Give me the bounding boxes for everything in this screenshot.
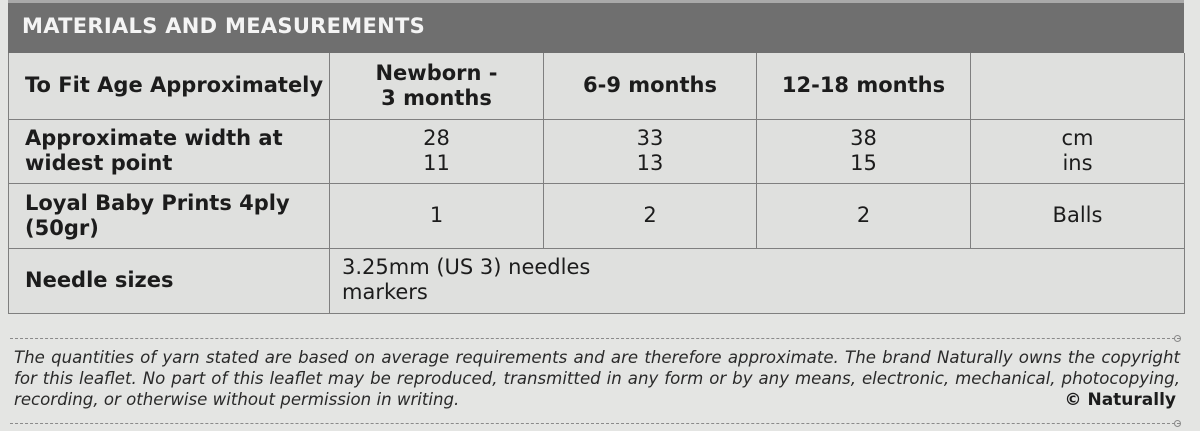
width-ins: 15: [850, 151, 877, 175]
width-value-12-18: 38 15: [756, 118, 971, 184]
table-row-yarn: Loyal Baby Prints 4ply (50gr) 1 2 2 Ball…: [8, 182, 1185, 249]
needle-notions-line: markers: [342, 279, 428, 304]
materials-table: To Fit Age Approximately Newborn - 3 mon…: [8, 53, 1185, 314]
width-units: cm ins: [970, 118, 1185, 184]
dashed-divider-bottom: [10, 423, 1180, 424]
needle-label: Needle sizes: [8, 247, 330, 314]
width-value-newborn: 28 11: [329, 118, 544, 184]
copyright-mark: © Naturally: [1064, 390, 1176, 410]
dashed-divider-end: [1174, 420, 1181, 427]
width-cm: 38: [850, 126, 877, 150]
size-header-6-9: 6-9 months: [543, 53, 757, 120]
age-unit: [970, 53, 1185, 120]
yarn-unit: Balls: [970, 182, 1185, 249]
size-header-12-18: 12-18 months: [756, 53, 971, 120]
section-header: MATERIALS AND MEASUREMENTS: [8, 0, 1184, 53]
width-ins: 11: [423, 151, 450, 175]
table-row-age: To Fit Age Approximately Newborn - 3 mon…: [8, 53, 1185, 120]
width-value-6-9: 33 13: [543, 118, 757, 184]
needle-size-line: 3.25mm (US 3) needles: [342, 254, 591, 279]
needle-details: 3.25mm (US 3) needles markers: [329, 247, 1185, 314]
yarn-label-line: Loyal Baby Prints 4ply: [25, 190, 290, 215]
copyright-disclaimer: The quantities of yarn stated are based …: [14, 348, 1180, 409]
yarn-label: Loyal Baby Prints 4ply (50gr): [8, 182, 330, 249]
width-ins: 13: [636, 151, 664, 175]
size-header-line: 3 months: [381, 85, 492, 110]
size-header-newborn: Newborn - 3 months: [329, 53, 544, 120]
dashed-divider-top: [10, 338, 1180, 339]
width-label-line: Approximate width at: [25, 126, 283, 150]
width-cm: 28: [423, 126, 450, 150]
yarn-balls-newborn: 1: [329, 182, 544, 249]
yarn-balls-6-9: 2: [543, 182, 757, 249]
age-label: To Fit Age Approximately: [8, 53, 330, 120]
width-cm: 33: [636, 126, 664, 150]
unit-cm: cm: [1061, 126, 1094, 150]
section-title: MATERIALS AND MEASUREMENTS: [22, 14, 426, 38]
table-row-width: Approximate width at widest point 28 11 …: [8, 118, 1185, 184]
width-label-line: widest point: [25, 151, 173, 175]
unit-ins: ins: [1062, 151, 1093, 175]
dashed-divider-end: [1174, 335, 1181, 342]
size-header-line: Newborn -: [375, 60, 498, 85]
yarn-balls-12-18: 2: [756, 182, 971, 249]
table-row-needles: Needle sizes 3.25mm (US 3) needles marke…: [8, 247, 1185, 314]
width-label: Approximate width at widest point: [8, 118, 330, 184]
yarn-label-line: (50gr): [25, 215, 99, 240]
